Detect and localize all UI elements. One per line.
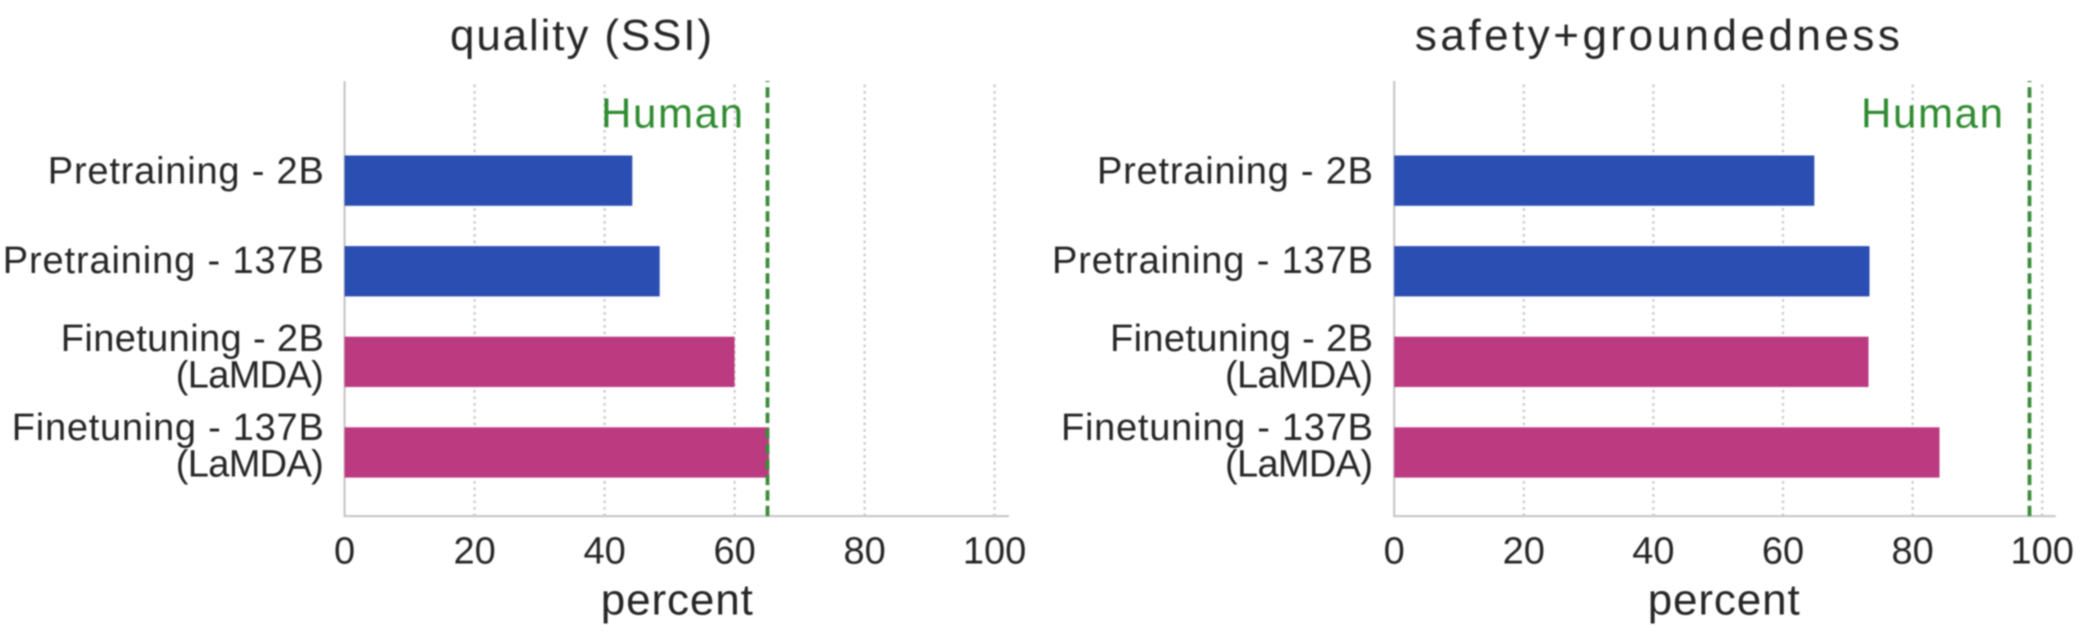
svg-text:Finetuning - 2B: Finetuning - 2B [61, 318, 324, 360]
svg-text:40: 40 [583, 531, 625, 573]
svg-text:quality (SSI): quality (SSI) [450, 11, 712, 60]
svg-text:Finetuning - 2B: Finetuning - 2B [1110, 318, 1373, 360]
svg-text:percent: percent [1648, 576, 1800, 625]
svg-text:(LaMDA): (LaMDA) [176, 444, 324, 486]
svg-text:20: 20 [1503, 531, 1545, 573]
svg-text:(LaMDA): (LaMDA) [1225, 355, 1373, 397]
svg-text:0: 0 [1384, 531, 1405, 573]
svg-text:100: 100 [963, 531, 1026, 573]
svg-text:20: 20 [453, 531, 495, 573]
svg-text:(LaMDA): (LaMDA) [176, 355, 324, 397]
svg-text:Pretraining - 137B: Pretraining - 137B [3, 240, 324, 282]
svg-text:Human: Human [1861, 90, 2003, 137]
svg-text:0: 0 [334, 531, 355, 573]
svg-text:60: 60 [713, 531, 755, 573]
svg-text:Finetuning - 137B: Finetuning - 137B [12, 407, 324, 449]
svg-text:percent: percent [601, 576, 753, 625]
svg-text:40: 40 [1632, 531, 1674, 573]
svg-text:60: 60 [1762, 531, 1804, 573]
svg-text:Finetuning - 137B: Finetuning - 137B [1061, 407, 1373, 449]
svg-text:(LaMDA): (LaMDA) [1225, 444, 1373, 486]
svg-text:Pretraining - 2B: Pretraining - 2B [48, 150, 324, 192]
svg-text:80: 80 [1891, 531, 1933, 573]
svg-text:safety+groundedness: safety+groundedness [1415, 11, 1900, 60]
svg-text:100: 100 [2010, 531, 2073, 573]
svg-text:Pretraining - 2B: Pretraining - 2B [1097, 150, 1373, 192]
svg-text:Human: Human [601, 90, 743, 137]
svg-text:Pretraining - 137B: Pretraining - 137B [1052, 240, 1373, 282]
svg-text:80: 80 [843, 531, 885, 573]
